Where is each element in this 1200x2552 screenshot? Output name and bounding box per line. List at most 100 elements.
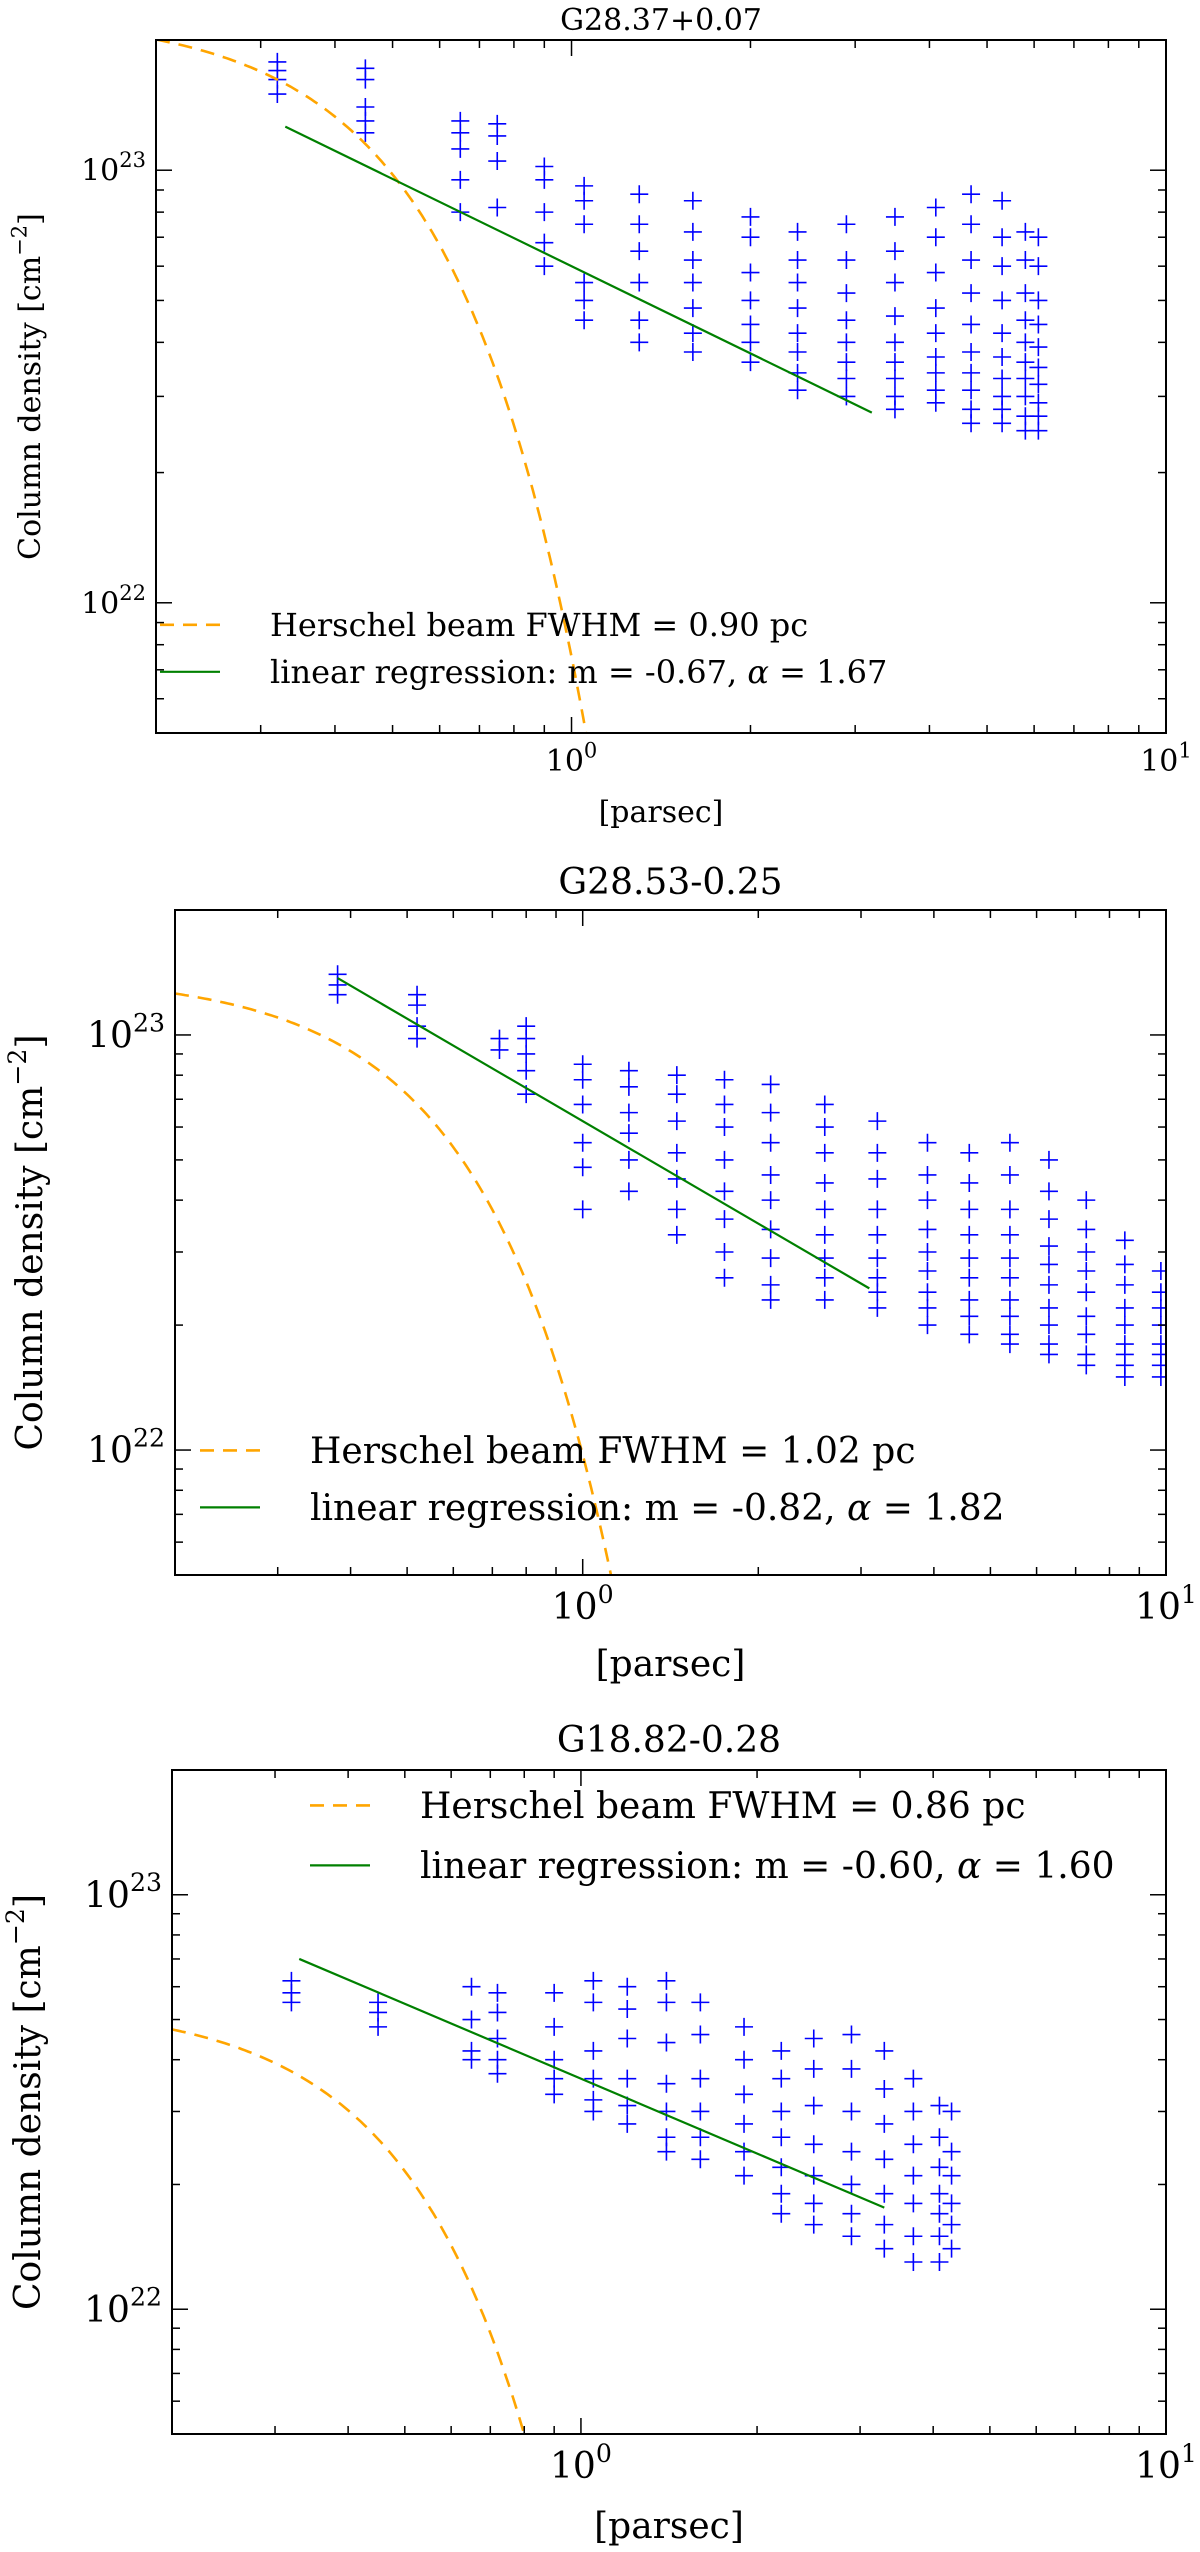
scatter-point: [667, 1066, 686, 1085]
scatter-point: [904, 2166, 923, 2185]
axes-frame: [171, 1769, 1167, 2435]
scatter-point: [715, 1182, 734, 1201]
scatter-point: [960, 1290, 979, 1309]
scatter-point: [618, 2069, 637, 2088]
scatter-point: [683, 342, 702, 361]
scatter-point: [842, 2175, 861, 2194]
scatter-point: [993, 228, 1012, 247]
scatter-point: [1029, 338, 1048, 357]
scatter-point: [1039, 1182, 1058, 1201]
x-axis-label: [parsec]: [596, 1644, 746, 1685]
scatter-point: [683, 191, 702, 210]
scatter-point: [535, 233, 554, 252]
scatter-point: [788, 299, 807, 318]
scatter-point: [517, 1029, 536, 1048]
scatter-point: [837, 369, 856, 388]
scatter-point: [837, 333, 856, 352]
scatter-point: [1039, 1345, 1058, 1364]
scatter-point: [1016, 311, 1035, 330]
scatter-point: [545, 2069, 564, 2088]
scatter-point: [788, 324, 807, 343]
scatter-point: [942, 2239, 961, 2258]
scatter-point: [1000, 1225, 1019, 1244]
scatter-point: [885, 400, 904, 419]
scatter-point: [619, 1150, 638, 1169]
scatter-point: [926, 263, 945, 282]
scatter-point: [842, 2227, 861, 2246]
legend: Herschel beam FWHM = 1.02 pc linear regre…: [200, 1431, 1005, 1529]
scatter-point: [1151, 1283, 1166, 1302]
scatter-point: [1016, 387, 1035, 406]
scatter-point: [619, 1124, 638, 1143]
scatter-point: [868, 1283, 887, 1302]
scatter-point: [356, 123, 375, 142]
x-tick-label: 100: [552, 1580, 614, 1628]
scatter-point: [282, 1993, 301, 2012]
scatter-point: [788, 381, 807, 400]
scatter-point: [618, 2000, 637, 2019]
scatter-point: [715, 1150, 734, 1169]
scatter-point: [918, 1191, 937, 1210]
scatter-point: [885, 273, 904, 292]
scatter-point: [618, 2029, 637, 2048]
scatter-point: [918, 1243, 937, 1261]
scatter-point: [741, 353, 760, 372]
scatter-point: [451, 170, 470, 189]
scatter-point: [962, 315, 981, 334]
scatter-point: [630, 273, 649, 292]
scatter-point: [462, 2010, 481, 2029]
scatter-point: [993, 291, 1012, 310]
scatter-point: [715, 1268, 734, 1287]
y-axis-label: Column density [cm−2]: [8, 213, 49, 560]
scatter-point: [1115, 1275, 1134, 1294]
x-tick-label: 100: [550, 2439, 612, 2487]
beam-curve: [156, 40, 588, 733]
scatter-point: [962, 284, 981, 303]
scatter-point: [1000, 1133, 1019, 1152]
scatter-point: [930, 2128, 949, 2147]
scatter-point: [918, 1316, 937, 1335]
scatter-point: [1016, 251, 1035, 270]
legend-regression-label: linear regression: m = -0.67, α = 1.67: [270, 653, 887, 691]
scatter-point: [960, 1200, 979, 1219]
scatter-point: [926, 347, 945, 366]
scatter-point: [535, 170, 554, 189]
scatter-point: [545, 1983, 564, 2002]
plot-area: [156, 40, 1048, 733]
scatter-point: [535, 203, 554, 222]
scatter-point: [904, 2069, 923, 2088]
scatter-point: [772, 2184, 791, 2203]
scatter-point: [904, 2135, 923, 2154]
scatter-point: [451, 123, 470, 142]
scatter-point: [930, 2158, 949, 2177]
scatter-point: [1029, 358, 1048, 377]
scatter-point: [788, 251, 807, 270]
y-axis-label: Column density [cm−2]: [3, 1035, 51, 1451]
beam-curve: [172, 2028, 526, 2434]
scatter-point: [735, 2050, 754, 2069]
scatter-point: [630, 311, 649, 330]
scatter-point: [904, 2194, 923, 2213]
y-tick-label: 1023: [87, 1008, 165, 1056]
scatter-point: [630, 333, 649, 352]
scatter-point: [772, 2069, 791, 2088]
scatter-point: [918, 1283, 937, 1302]
scatter-point: [715, 1070, 734, 1089]
scatter-point: [545, 2050, 564, 2069]
scatter-point: [761, 1220, 780, 1239]
scatter-point: [328, 985, 347, 1004]
scatter-point: [761, 1290, 780, 1309]
scatter-point: [1016, 284, 1035, 303]
scatter-point: [960, 1268, 979, 1287]
scatter-point: [735, 2166, 754, 2185]
scatter-point: [788, 273, 807, 292]
scatter-point: [804, 2096, 823, 2115]
scatter-point: [868, 1225, 887, 1244]
scatter-point: [804, 2135, 823, 2154]
scatter-point: [683, 251, 702, 270]
scatter-point: [942, 2215, 961, 2234]
scatter-point: [741, 291, 760, 310]
scatter-point: [918, 1165, 937, 1184]
scatter-point: [630, 215, 649, 234]
scatter-point: [815, 1200, 834, 1219]
